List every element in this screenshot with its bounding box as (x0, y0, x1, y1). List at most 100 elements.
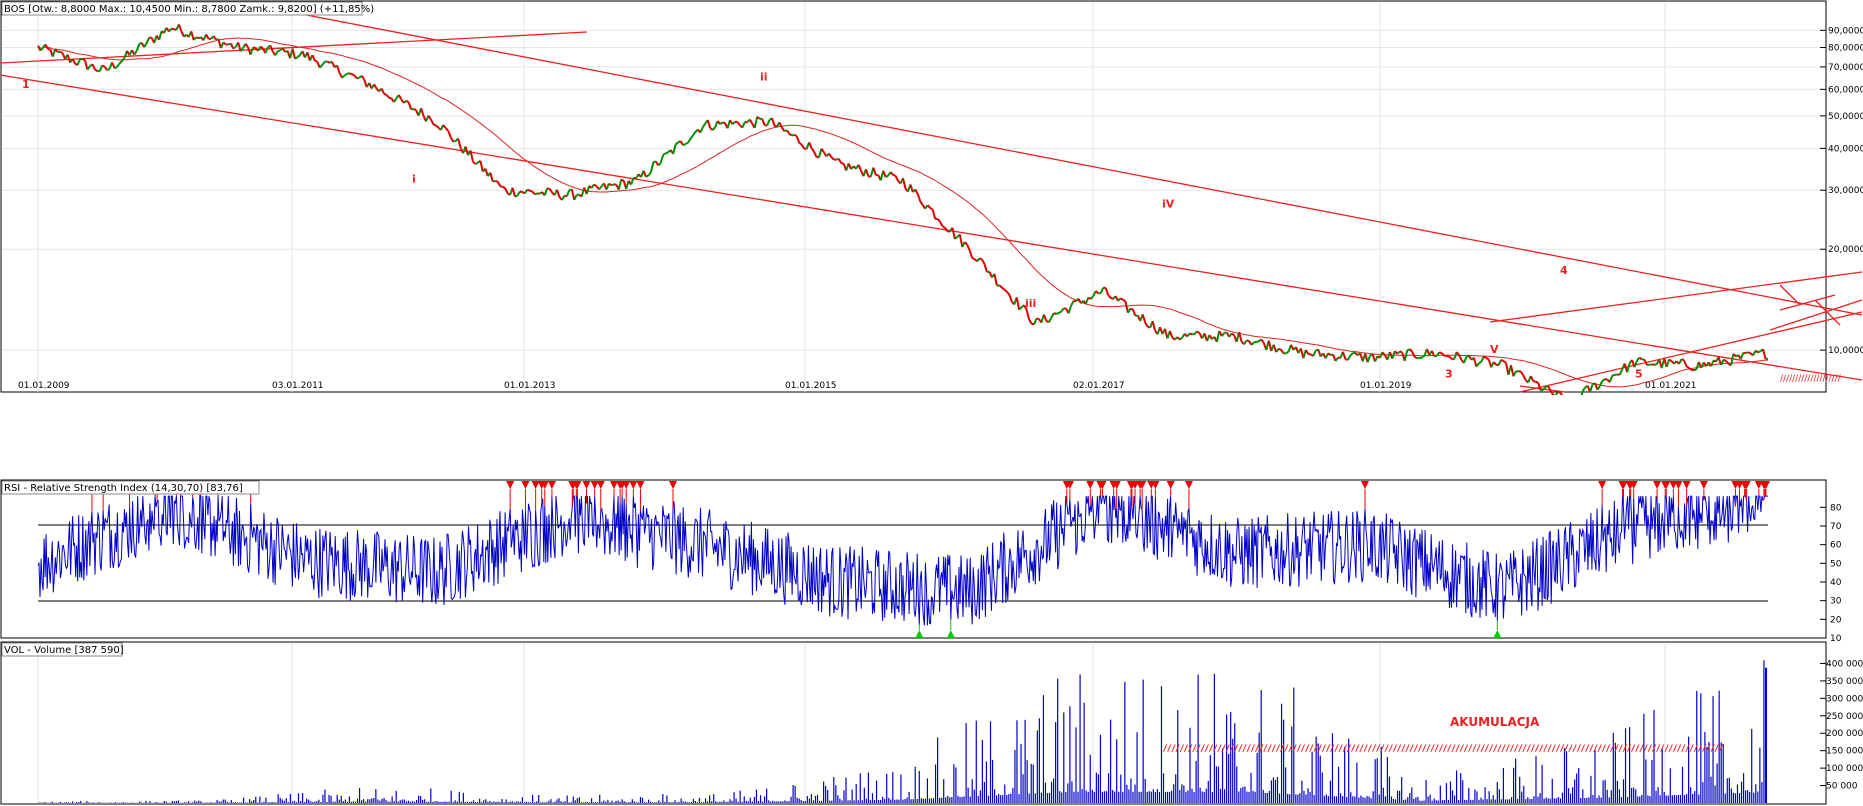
rsi-y-tick-label: 10 (1830, 634, 1842, 641)
price-candle (111, 62, 116, 69)
price-y-tick-label: 20,0000 (1828, 245, 1863, 255)
price-candle (761, 118, 766, 126)
rsi-overbought-marker (1699, 481, 1708, 489)
price-candle (711, 126, 716, 131)
price-candle (1522, 375, 1527, 381)
price-candle (968, 250, 974, 259)
price-candle (516, 190, 521, 197)
price-candle (326, 60, 331, 64)
price-candle (1231, 332, 1235, 337)
price-grid (2, 2, 1826, 392)
rsi-overbought-marker (1065, 481, 1074, 489)
rsi-oversold-marker (915, 630, 924, 638)
price-candle (1280, 349, 1285, 354)
price-candle (1502, 360, 1507, 364)
rsi-series (37, 494, 1768, 626)
price-candle (472, 161, 477, 165)
price-candle (958, 234, 964, 248)
volume-header-box (1, 642, 123, 657)
accumulation-label: AKUMULACJA (1450, 715, 1540, 729)
price-candle (872, 167, 877, 176)
price-candle (716, 120, 721, 125)
price-candle (1693, 368, 1697, 372)
price-candle (1171, 336, 1176, 341)
volume-y-tick-label: 100 000 (1826, 764, 1863, 774)
price-candle (1580, 391, 1584, 395)
price-candle (1419, 356, 1423, 360)
price-candle (336, 65, 341, 74)
price-candle (692, 131, 697, 137)
price-candle (798, 141, 803, 146)
moving-average (37, 37, 1769, 388)
rsi-overbought-marker (506, 481, 515, 489)
price-candle (469, 150, 474, 163)
price-candle (1243, 339, 1248, 345)
price-candle (926, 204, 931, 209)
price-candle (114, 66, 118, 70)
price-candle (1683, 359, 1688, 367)
price-x-tick-label: 01.01.2019 (1360, 381, 1412, 391)
price-candle (514, 194, 518, 198)
price-candle (39, 47, 44, 52)
trend-line (1779, 284, 1801, 306)
price-x-tick-label: 01.01.2021 (1645, 381, 1697, 391)
rsi-markers (87, 481, 1770, 638)
price-candle (1317, 349, 1322, 357)
rsi-overbought-marker (1674, 481, 1683, 489)
price-candle (1168, 330, 1174, 339)
price-candle (1448, 355, 1453, 360)
price-candle (633, 176, 637, 180)
price-candle (44, 43, 49, 50)
price-candle (529, 189, 533, 193)
volume-plot-frame (0, 641, 1827, 805)
price-candle (135, 43, 141, 51)
price-candle (647, 171, 652, 177)
price-candle (753, 116, 759, 129)
price-candle (205, 33, 210, 40)
price-candle (1529, 375, 1535, 382)
price-candle (397, 94, 403, 100)
price-candle (1485, 357, 1490, 361)
price-candle (353, 74, 358, 80)
price-candle (1053, 312, 1057, 315)
price-candle (936, 218, 941, 223)
price-candle (464, 146, 469, 156)
rsi-overbought-marker (596, 481, 605, 489)
price-candle (351, 73, 355, 77)
price-candle (405, 99, 410, 104)
rsi-overbought-marker (531, 481, 540, 489)
price-candle (356, 76, 360, 80)
price-candle (244, 43, 249, 48)
price-candle (1250, 341, 1255, 346)
price-candle (71, 58, 76, 65)
price-y-tick-label: 40,0000 (1828, 144, 1863, 154)
price-candle (1681, 358, 1685, 362)
rsi-line (37, 494, 1768, 626)
price-candle (1006, 291, 1011, 296)
price-candle (964, 241, 969, 246)
price-candle (741, 121, 746, 129)
rsi-overbought-marker (609, 481, 618, 489)
moving-average-line (37, 37, 1769, 388)
price-candle (1087, 296, 1092, 300)
volume-y-tick-label: 350 000 (1826, 677, 1863, 687)
price-y-tick-label: 30,0000 (1828, 186, 1863, 196)
price-candle (373, 83, 378, 90)
price-candle (1018, 306, 1023, 311)
price-candle (383, 92, 387, 96)
price-candle (929, 207, 934, 211)
price-candle (321, 61, 326, 66)
price-candle (403, 99, 407, 104)
rsi-overbought-marker (573, 481, 582, 489)
price-candle (86, 65, 91, 71)
price-candle (1330, 353, 1334, 357)
wave-label: iV (1162, 198, 1175, 211)
price-y-tick-label: 90,0000 (1828, 26, 1863, 36)
price-candle (474, 161, 479, 165)
price-candle (1408, 348, 1413, 353)
price-y-tick-label: 50,0000 (1828, 112, 1863, 122)
price-candle (1028, 318, 1033, 325)
rsi-overbought-marker (1662, 481, 1671, 489)
rsi-overbought-marker (1629, 481, 1638, 489)
price-candle (620, 178, 625, 182)
